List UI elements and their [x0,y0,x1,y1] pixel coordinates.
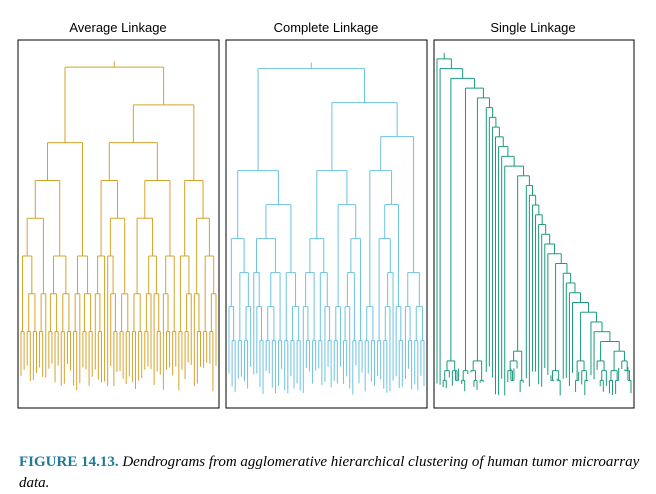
figure-caption: FIGURE 14.13. Dendrograms from agglomera… [19,452,644,494]
panel-title-complete: Complete Linkage [274,20,379,35]
panel-complete-linkage: Complete Linkage [226,20,427,408]
dendrogram-average [21,61,216,391]
panel-frame-single [434,40,634,408]
panel-title-single: Single Linkage [490,20,575,35]
dendrogram-figure: Average Linkage Complete Linkage Single … [0,0,656,440]
panel-title-average: Average Linkage [69,20,166,35]
panel-frame-complete [226,40,427,408]
dendrogram-complete [229,63,424,395]
panel-average-linkage: Average Linkage [18,20,219,408]
dendrogram-single [437,53,631,396]
panel-frame-average [18,40,219,408]
panel-single-linkage: Single Linkage [434,20,634,408]
caption-label: FIGURE 14.13. [19,454,119,470]
